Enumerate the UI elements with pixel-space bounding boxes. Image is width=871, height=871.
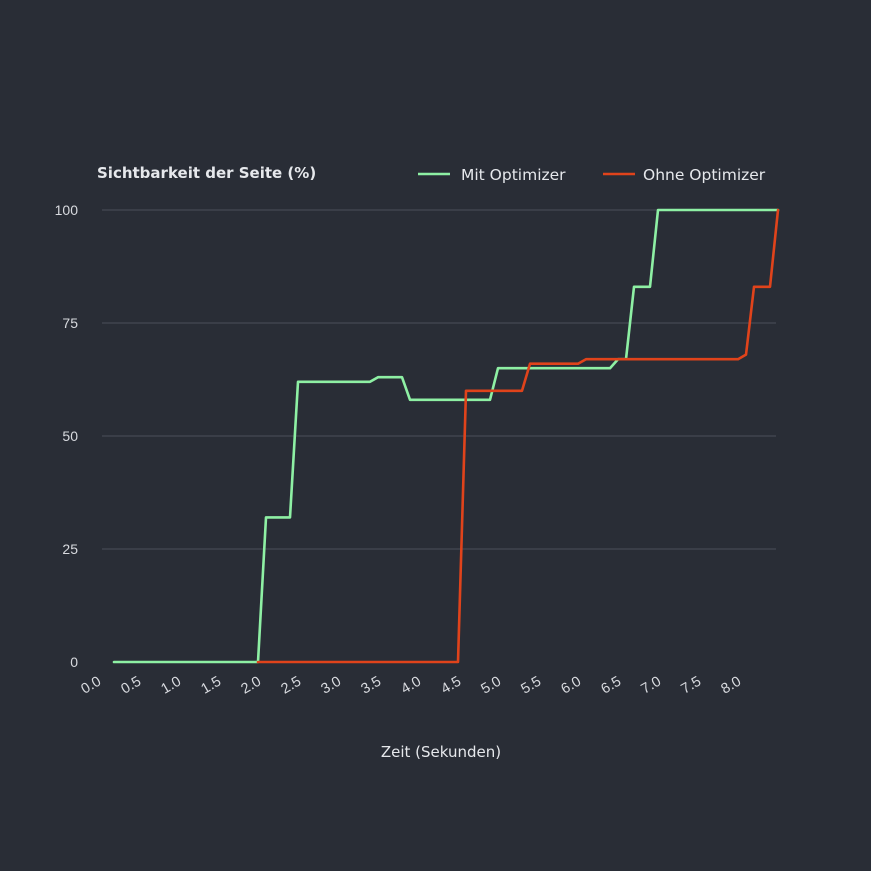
x-tick-label-1.0: 1.0: [159, 674, 184, 698]
grid-lines: [102, 209, 776, 550]
x-tick-label-2.0: 2.0: [239, 674, 264, 698]
x-tick-label-7.0: 7.0: [639, 674, 664, 698]
x-tick-label-1.5: 1.5: [199, 674, 224, 698]
x-tick-label-3.5: 3.5: [359, 674, 384, 698]
legend: Mit Optimizer Ohne Optimizer: [418, 166, 766, 184]
x-tick-label-6.5: 6.5: [599, 674, 624, 698]
x-axis-label: Zeit (Sekunden): [381, 743, 501, 761]
x-tick-label-0.0: 0.0: [79, 674, 104, 698]
x-tick-label-2.5: 2.5: [279, 674, 304, 698]
x-tick-label-6.0: 6.0: [559, 674, 584, 698]
y-axis-label: Sichtbarkeit der Seite (%): [97, 164, 316, 182]
y-tick-label-75: 75: [62, 315, 78, 331]
x-tick-labels: 0.0 0.5 1.0 1.5 2.0 2.5 3.0 3.5 4.0 4.5 5.0 5.5 6.0 6…: [79, 674, 744, 698]
series-line-mit-optimizer: [112, 208, 780, 664]
y-tick-label-0: 0: [70, 654, 78, 670]
x-tick-label-5.0: 5.0: [479, 674, 504, 698]
legend-label-mit-optimizer: Mit Optimizer: [461, 166, 566, 184]
x-tick-label-7.5: 7.5: [679, 674, 704, 698]
y-tick-label-25: 25: [62, 541, 78, 557]
x-tick-label-5.5: 5.5: [519, 674, 544, 698]
y-tick-labels: 0 25 50 75 100: [55, 202, 79, 670]
legend-label-ohne-optimizer: Ohne Optimizer: [643, 166, 766, 184]
x-tick-label-4.0: 4.0: [399, 674, 424, 698]
series-line-ohne-optimizer: [256, 208, 780, 664]
x-tick-label-8.0: 8.0: [719, 674, 744, 698]
y-tick-label-50: 50: [62, 428, 78, 444]
x-tick-label-4.5: 4.5: [439, 674, 464, 698]
y-tick-label-100: 100: [55, 202, 79, 218]
x-tick-label-0.5: 0.5: [119, 674, 144, 698]
series-lines: [112, 208, 780, 664]
x-tick-label-3.0: 3.0: [319, 674, 344, 698]
